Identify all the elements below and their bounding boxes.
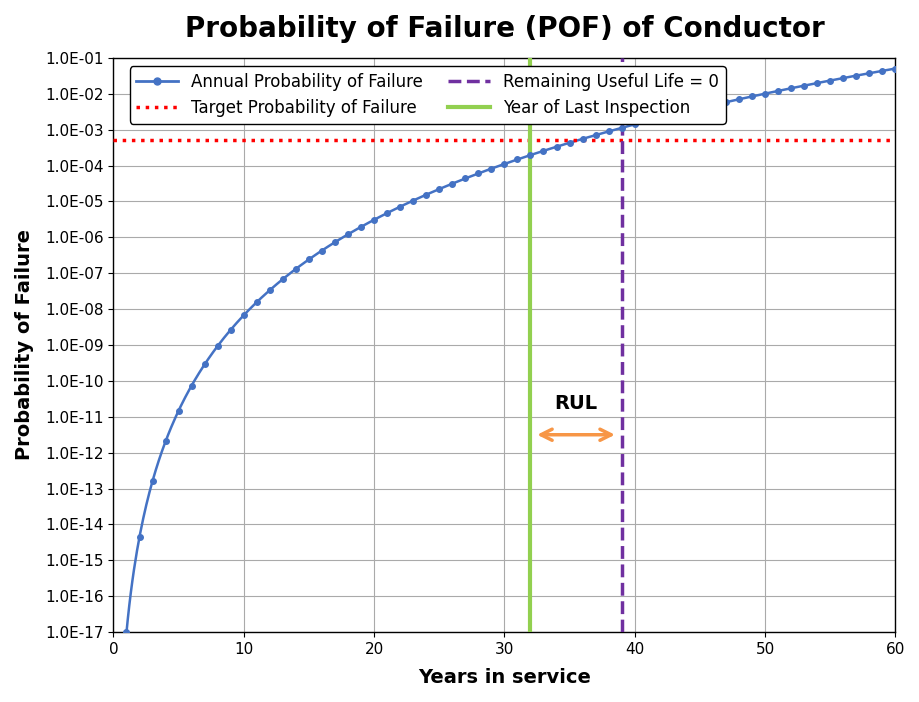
X-axis label: Years in service: Years in service xyxy=(417,668,590,687)
Legend: Annual Probability of Failure, Target Probability of Failure, Remaining Useful L: Annual Probability of Failure, Target Pr… xyxy=(130,66,725,124)
Y-axis label: Probability of Failure: Probability of Failure xyxy=(15,230,34,461)
Text: RUL: RUL xyxy=(554,395,597,413)
Title: Probability of Failure (POF) of Conductor: Probability of Failure (POF) of Conducto… xyxy=(185,15,823,43)
